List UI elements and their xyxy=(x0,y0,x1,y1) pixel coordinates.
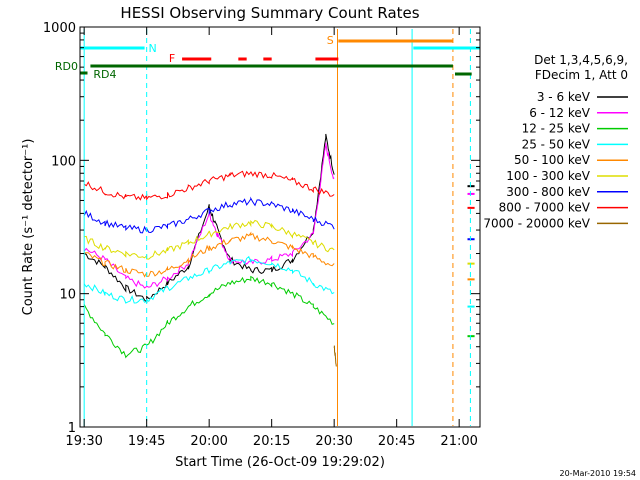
legend-entry-0: 3 - 6 keV xyxy=(537,90,591,104)
y-tick-label: 1 xyxy=(68,421,76,436)
series-line-5 xyxy=(84,219,335,260)
x-tick-label: 20:45 xyxy=(378,434,415,449)
chart-title: HESSI Observing Summary Count Rates xyxy=(120,4,419,22)
legend-entry-5: 100 - 300 keV xyxy=(506,169,590,183)
y-tick-labels: 1 10 100 1000 xyxy=(43,21,480,436)
legend-entry-3: 25 - 50 keV xyxy=(522,137,591,151)
legend-entry-2: 12 - 25 keV xyxy=(522,122,591,136)
y-tick-label: 10 xyxy=(59,288,76,303)
x-tick-label: 20:00 xyxy=(190,434,227,449)
x-tick-label: 21:00 xyxy=(440,434,477,449)
legend-entry-1: 6 - 12 keV xyxy=(529,106,591,120)
series-line-1 xyxy=(83,142,335,289)
series-line-6 xyxy=(83,196,335,234)
y-tick-label: 100 xyxy=(51,154,76,169)
legend-entry-6: 300 - 800 keV xyxy=(506,185,590,199)
legend-header: FDecim 1, Att 0 xyxy=(535,68,628,82)
x-axis-label: Start Time (26-Oct-09 19:29:02) xyxy=(175,455,385,470)
y-tick-label: 1000 xyxy=(43,21,76,36)
legend: Det 1,3,4,5,6,9,FDecim 1, Att 0 3 - 6 keV… xyxy=(483,53,628,230)
y-axis-label: Count Rate (s⁻¹ detector⁻¹) xyxy=(21,139,36,316)
annotation-label-f: F xyxy=(169,52,175,65)
x-tick-label: 19:30 xyxy=(65,434,102,449)
annotation-label-s: S xyxy=(327,34,334,47)
annotation-label-n: N xyxy=(149,42,157,55)
plot-frame xyxy=(79,26,481,428)
x-tick-label: 19:45 xyxy=(128,434,165,449)
annotation-label-rd4: RD4 xyxy=(93,68,116,81)
timestamp: 20-Mar-2010 19:54 xyxy=(560,469,637,478)
x-tick-label: 20:30 xyxy=(315,434,352,449)
annotation-label-rd0: RD0 xyxy=(55,60,78,73)
legend-entry-8: 7000 - 20000 keV xyxy=(483,216,590,230)
series-line-8 xyxy=(333,345,337,367)
legend-header: Det 1,3,4,5,6,9, xyxy=(534,53,628,67)
plot-area: NF S RD0 RD4 xyxy=(55,29,480,426)
series-line-4 xyxy=(84,231,335,278)
x-tick-labels: 19:30 19:45 20:00 20:15 20:30 20:45 21:00 xyxy=(65,27,478,449)
x-tick-label: 20:15 xyxy=(253,434,290,449)
series-line-0 xyxy=(84,133,335,304)
series-line-3 xyxy=(83,255,335,304)
series-line-2 xyxy=(83,275,335,359)
legend-entry-7: 800 - 7000 keV xyxy=(499,201,591,215)
series-line-7 xyxy=(83,170,335,201)
legend-entry-4: 50 - 100 keV xyxy=(514,153,591,167)
